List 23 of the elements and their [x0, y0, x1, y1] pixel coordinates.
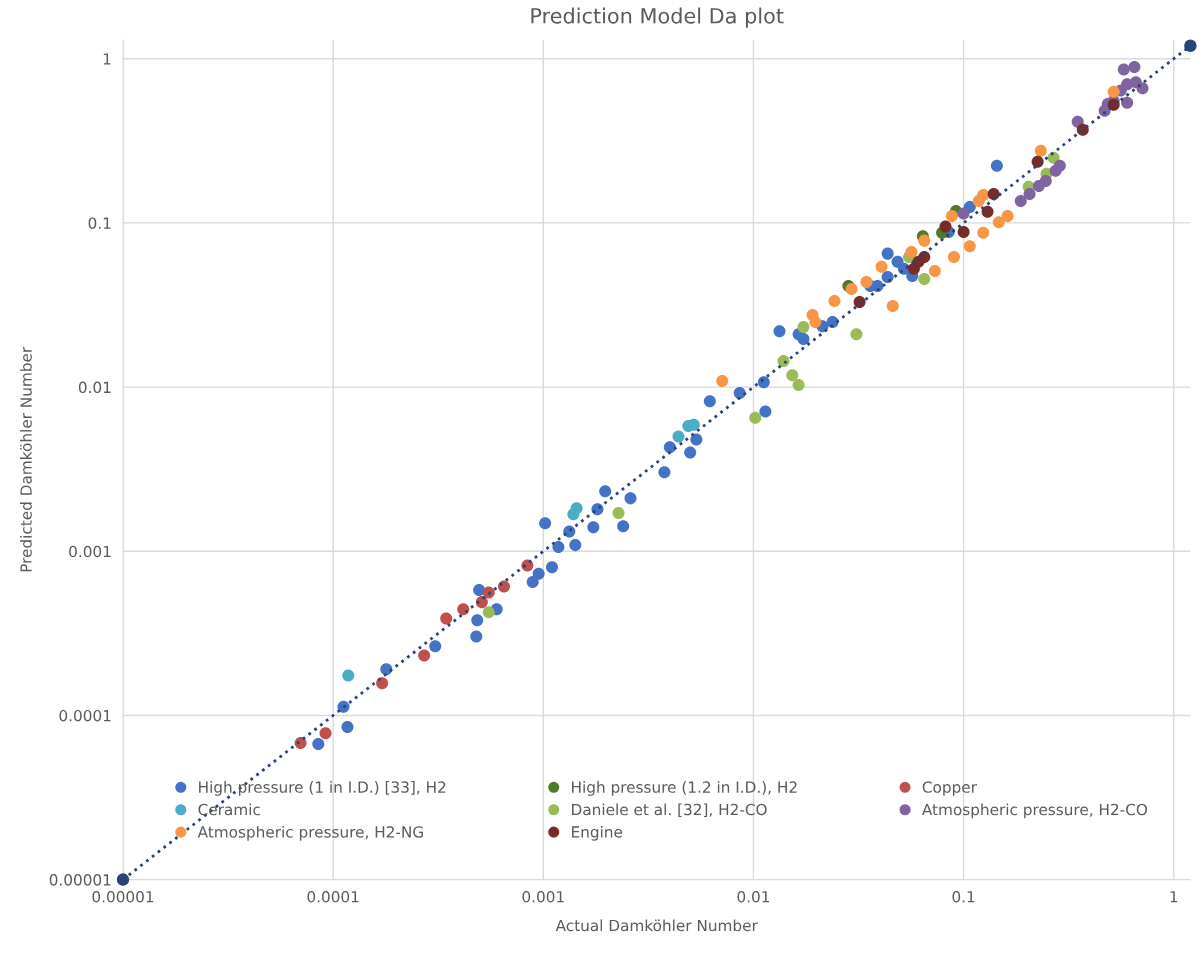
y-tick-label: 0.001	[69, 545, 111, 558]
x-tick-label: 0.00001	[92, 891, 154, 903]
legend-label: Engine	[572, 825, 623, 841]
chart-title: Prediction Model Da plot	[531, 7, 784, 28]
y-tick-label: 0.01	[78, 381, 111, 394]
legend-label: Copper	[922, 781, 977, 796]
x-tick-label: 0.1	[952, 891, 975, 903]
x-tick-label: 0.001	[522, 891, 564, 903]
legend-label: High pressure (1 in I.D.) [33], H2	[199, 781, 446, 796]
x-tick-label: 0.01	[737, 891, 770, 903]
x-tick-label: 1	[1170, 891, 1178, 903]
x-axis-title: Actual Damköhler Number	[555, 919, 758, 932]
legend-label: Atmospheric pressure, H2-NG	[197, 825, 423, 841]
x-tick-label: 0.0001	[307, 891, 359, 903]
legend-label: Ceramic	[198, 803, 260, 816]
y-tick-label: 0.1	[88, 217, 111, 229]
y-tick-label: 0.00001	[49, 874, 111, 886]
legend-label: Daniele et al. [32], H2-CO	[572, 803, 767, 818]
legend-label: Atmospheric pressure, H2-CO	[921, 803, 1148, 819]
legend-label: High pressure (1.2 in I.D.), H2	[572, 781, 797, 796]
y-tick-label: 1	[103, 53, 111, 65]
y-axis-title: Predicted Damköhler Number	[20, 346, 32, 572]
y-tick-label: 0.0001	[59, 709, 111, 722]
